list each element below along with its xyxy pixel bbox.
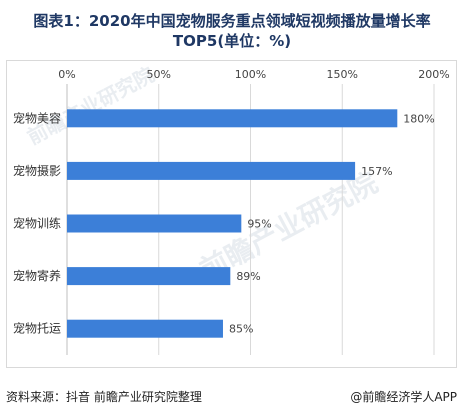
x-tick-label: 200% [418, 68, 449, 81]
category-label: 宠物训练 [13, 216, 61, 231]
bar [67, 109, 398, 128]
data-label: 180% [403, 112, 434, 125]
brand-credit: @前瞻经济学人APP [350, 390, 457, 404]
category-label: 宠物美容 [13, 110, 61, 125]
bar [67, 161, 356, 180]
source-note: 资料来源：抖音 前瞻产业研究院整理 [6, 390, 202, 404]
x-tick-label: 150% [327, 68, 358, 81]
x-tick-label: 100% [235, 68, 266, 81]
chart-frame [6, 60, 457, 368]
category-label: 宠物托运 [13, 321, 61, 336]
x-tick-label: 0% [58, 68, 75, 81]
bar [67, 267, 231, 286]
data-label: 89% [236, 270, 260, 283]
footer: 资料来源：抖音 前瞻产业研究院整理 @前瞻经济学人APP [6, 388, 457, 406]
x-tick-label: 50% [147, 68, 171, 81]
chart-title-unit: TOP5(单位：%) [172, 32, 292, 50]
data-label: 85% [229, 323, 253, 336]
bar [67, 319, 223, 338]
data-label: 95% [247, 218, 271, 231]
bar [67, 214, 242, 233]
chart-title: 图表1：2020年中国宠物服务重点领域短视频播放量增长率 [33, 12, 431, 30]
category-label: 宠物寄养 [13, 268, 61, 283]
category-label: 宠物摄影 [13, 163, 61, 178]
data-label: 157% [361, 165, 392, 178]
